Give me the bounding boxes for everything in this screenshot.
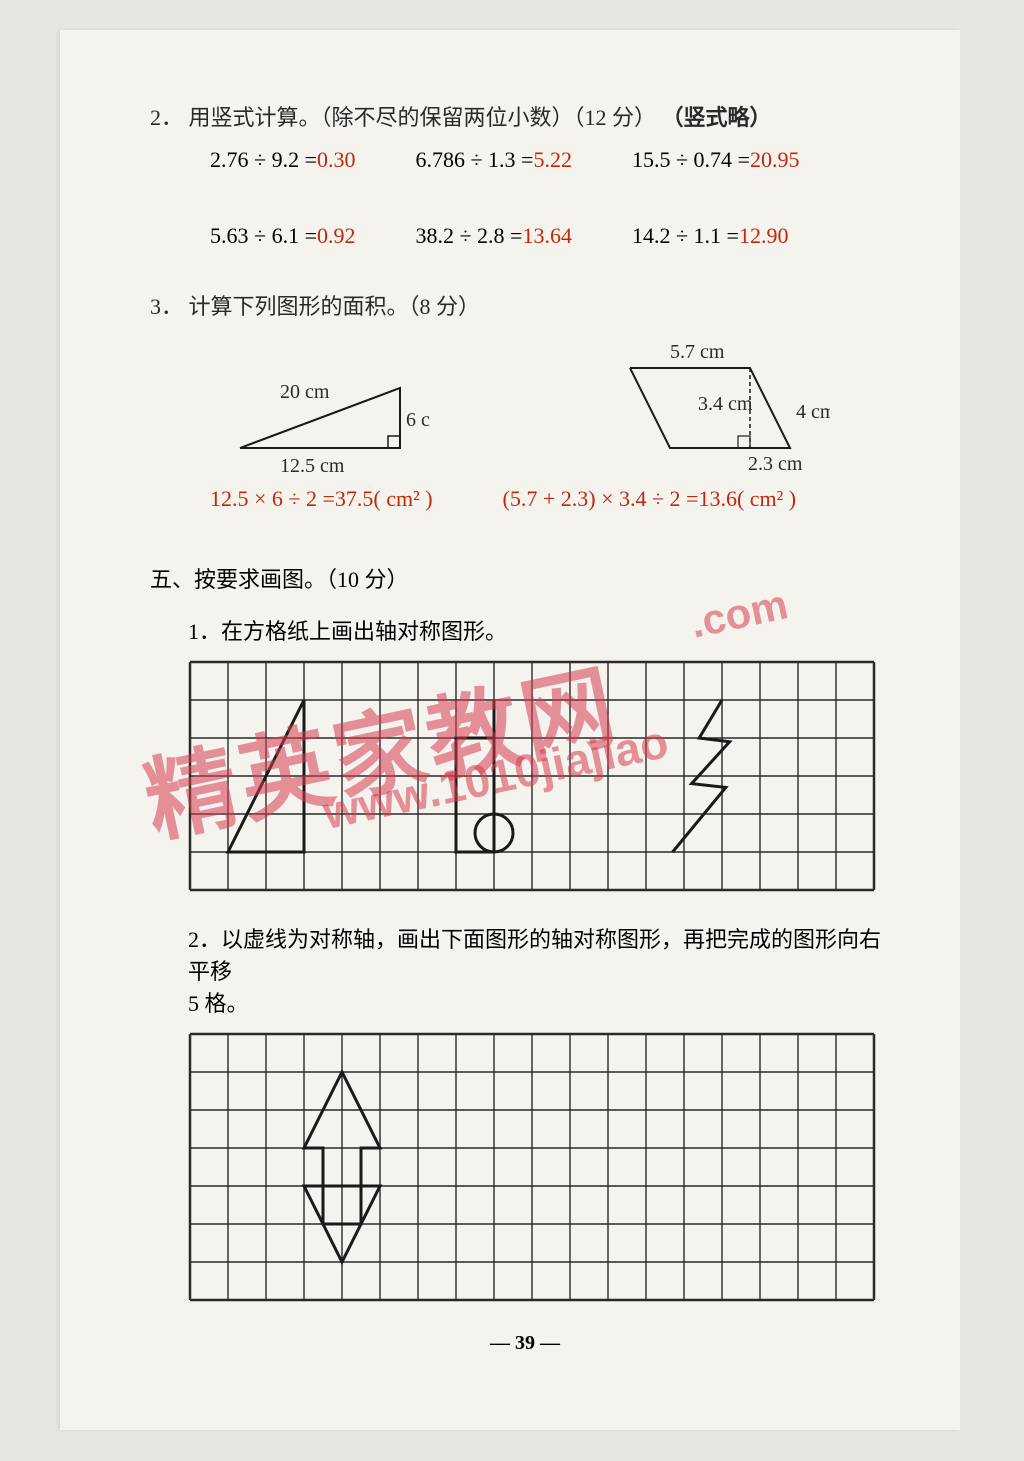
tri-base-label: 12.5 cm xyxy=(280,455,345,477)
q2-eq: 14.2 ÷ 1.1 =12.90 xyxy=(632,223,788,249)
calc2: (5.7 + 2.3) × 3.4 ÷ 2 =13.6( cm² ) xyxy=(503,486,797,512)
trap-ext-label: 2.3 cm xyxy=(748,453,803,475)
calc-expr: 12.5 × 6 ÷ 2 = xyxy=(210,486,335,511)
eq-ans: 12.90 xyxy=(739,223,789,248)
q2-number: 2． xyxy=(150,105,183,130)
eq-ans: 0.30 xyxy=(317,147,356,172)
q2-eq: 6.786 ÷ 1.3 =5.22 xyxy=(415,147,571,173)
q2-prompt-line: 2． 用竖式计算。（除不尽的保留两位小数）（12 分） （竖式略） xyxy=(150,100,900,135)
calc-ans: 37.5 xyxy=(335,486,374,511)
sec5-title: 五、按要求画图。（10 分） xyxy=(150,562,900,594)
q3-calcs: 12.5 × 6 ÷ 2 =37.5( cm² ) (5.7 + 2.3) × … xyxy=(150,486,900,512)
eq-lhs: 38.2 ÷ 2.8 = xyxy=(415,223,522,248)
grid1 xyxy=(188,660,876,892)
tri-h-label: 6 cm xyxy=(406,409,430,431)
eq-lhs: 15.5 ÷ 0.74 = xyxy=(632,147,750,172)
q2-row2: 5.63 ÷ 6.1 =0.92 38.2 ÷ 2.8 =13.64 14.2 … xyxy=(150,223,900,249)
q3-prompt: 计算下列图形的面积。（8 分） xyxy=(189,294,481,319)
p2-text2: 5 格。 xyxy=(188,991,249,1016)
calc1: 12.5 × 6 ÷ 2 =37.5( cm² ) xyxy=(210,486,433,512)
eq-lhs: 14.2 ÷ 1.1 = xyxy=(632,223,739,248)
calc-ans: 13.6 xyxy=(698,486,737,511)
sec5-p1-grid-wrap xyxy=(150,660,900,892)
eq-ans: 0.92 xyxy=(317,223,356,248)
eq-lhs: 5.63 ÷ 6.1 = xyxy=(210,223,317,248)
calc-unit: ( cm² ) xyxy=(373,486,432,511)
eq-ans: 13.64 xyxy=(522,223,572,248)
q2-note: （竖式略） xyxy=(662,105,772,130)
q2-eq: 2.76 ÷ 9.2 =0.30 xyxy=(210,147,355,173)
q2-eq: 15.5 ÷ 0.74 =20.95 xyxy=(632,147,799,173)
grid2 xyxy=(188,1032,876,1302)
trap-h-label: 3.4 cm xyxy=(698,393,753,415)
triangle-figure: 20 cm 6 cm 12.5 cm xyxy=(210,348,430,478)
trap-top-label: 5.7 cm xyxy=(670,341,725,363)
eq-ans: 5.22 xyxy=(533,147,572,172)
tri-hyp-label: 20 cm xyxy=(280,381,330,403)
trapezoid-figure: 5.7 cm 3.4 cm 4 cm 2.3 cm xyxy=(610,338,830,478)
q3-figures: 20 cm 6 cm 12.5 cm 5.7 cm 3.4 cm 4 cm 2.… xyxy=(150,338,900,478)
page-number: — 39 — xyxy=(150,1332,900,1355)
eq-lhs: 6.786 ÷ 1.3 = xyxy=(415,147,533,172)
q3-number: 3． xyxy=(150,294,183,319)
q2-prompt: 用竖式计算。（除不尽的保留两位小数）（12 分） xyxy=(189,105,657,130)
q3-prompt-line: 3． 计算下列图形的面积。（8 分） xyxy=(150,289,900,324)
q2-eq: 38.2 ÷ 2.8 =13.64 xyxy=(415,223,571,249)
page: 2． 用竖式计算。（除不尽的保留两位小数）（12 分） （竖式略） 2.76 ÷… xyxy=(60,30,960,1430)
calc-unit: ( cm² ) xyxy=(737,486,796,511)
calc-expr: (5.7 + 2.3) × 3.4 ÷ 2 = xyxy=(503,486,699,511)
eq-lhs: 2.76 ÷ 9.2 = xyxy=(210,147,317,172)
q2-row1: 2.76 ÷ 9.2 =0.30 6.786 ÷ 1.3 =5.22 15.5 … xyxy=(150,147,900,173)
eq-ans: 20.95 xyxy=(750,147,800,172)
q2-eq: 5.63 ÷ 6.1 =0.92 xyxy=(210,223,355,249)
sec5-p2-label: 2．以虚线为对称轴，画出下面图形的轴对称图形，再把完成的图形向右平移 5 格。 xyxy=(150,922,900,1018)
trap-right-label: 4 cm xyxy=(796,401,830,423)
sec5-p1-label: 1．在方格纸上画出轴对称图形。 xyxy=(150,614,900,646)
p2-text1: 2．以虚线为对称轴，画出下面图形的轴对称图形，再把完成的图形向右平移 xyxy=(188,927,881,984)
sec5-p2-grid-wrap xyxy=(150,1032,900,1302)
